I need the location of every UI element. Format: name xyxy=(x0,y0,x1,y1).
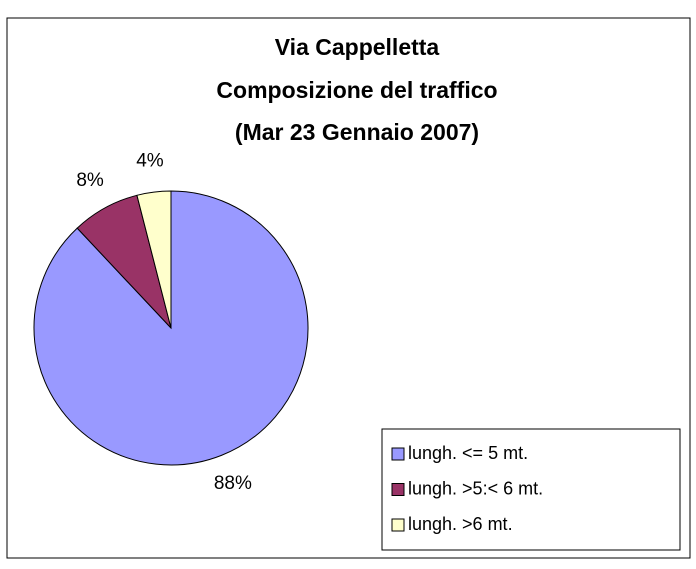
legend-swatch xyxy=(391,447,405,461)
legend-label: lungh. >6 mt. xyxy=(408,514,513,534)
legend-box xyxy=(381,428,681,551)
chart-title: Composizione del traffico xyxy=(216,77,497,103)
legend-label: lungh. >5:< 6 mt. xyxy=(408,478,543,498)
data-label: 88% xyxy=(214,473,252,494)
legend-label: lungh. <= 5 mt. xyxy=(408,443,528,463)
data-label: 4% xyxy=(136,150,164,171)
chart-title: (Mar 23 Gennaio 2007) xyxy=(235,119,479,145)
pie-slice xyxy=(136,190,172,329)
data-label: 8% xyxy=(76,170,104,191)
legend-swatch xyxy=(391,518,405,532)
legend-swatch xyxy=(391,483,405,496)
chart-title: Via Cappelletta xyxy=(275,34,440,60)
